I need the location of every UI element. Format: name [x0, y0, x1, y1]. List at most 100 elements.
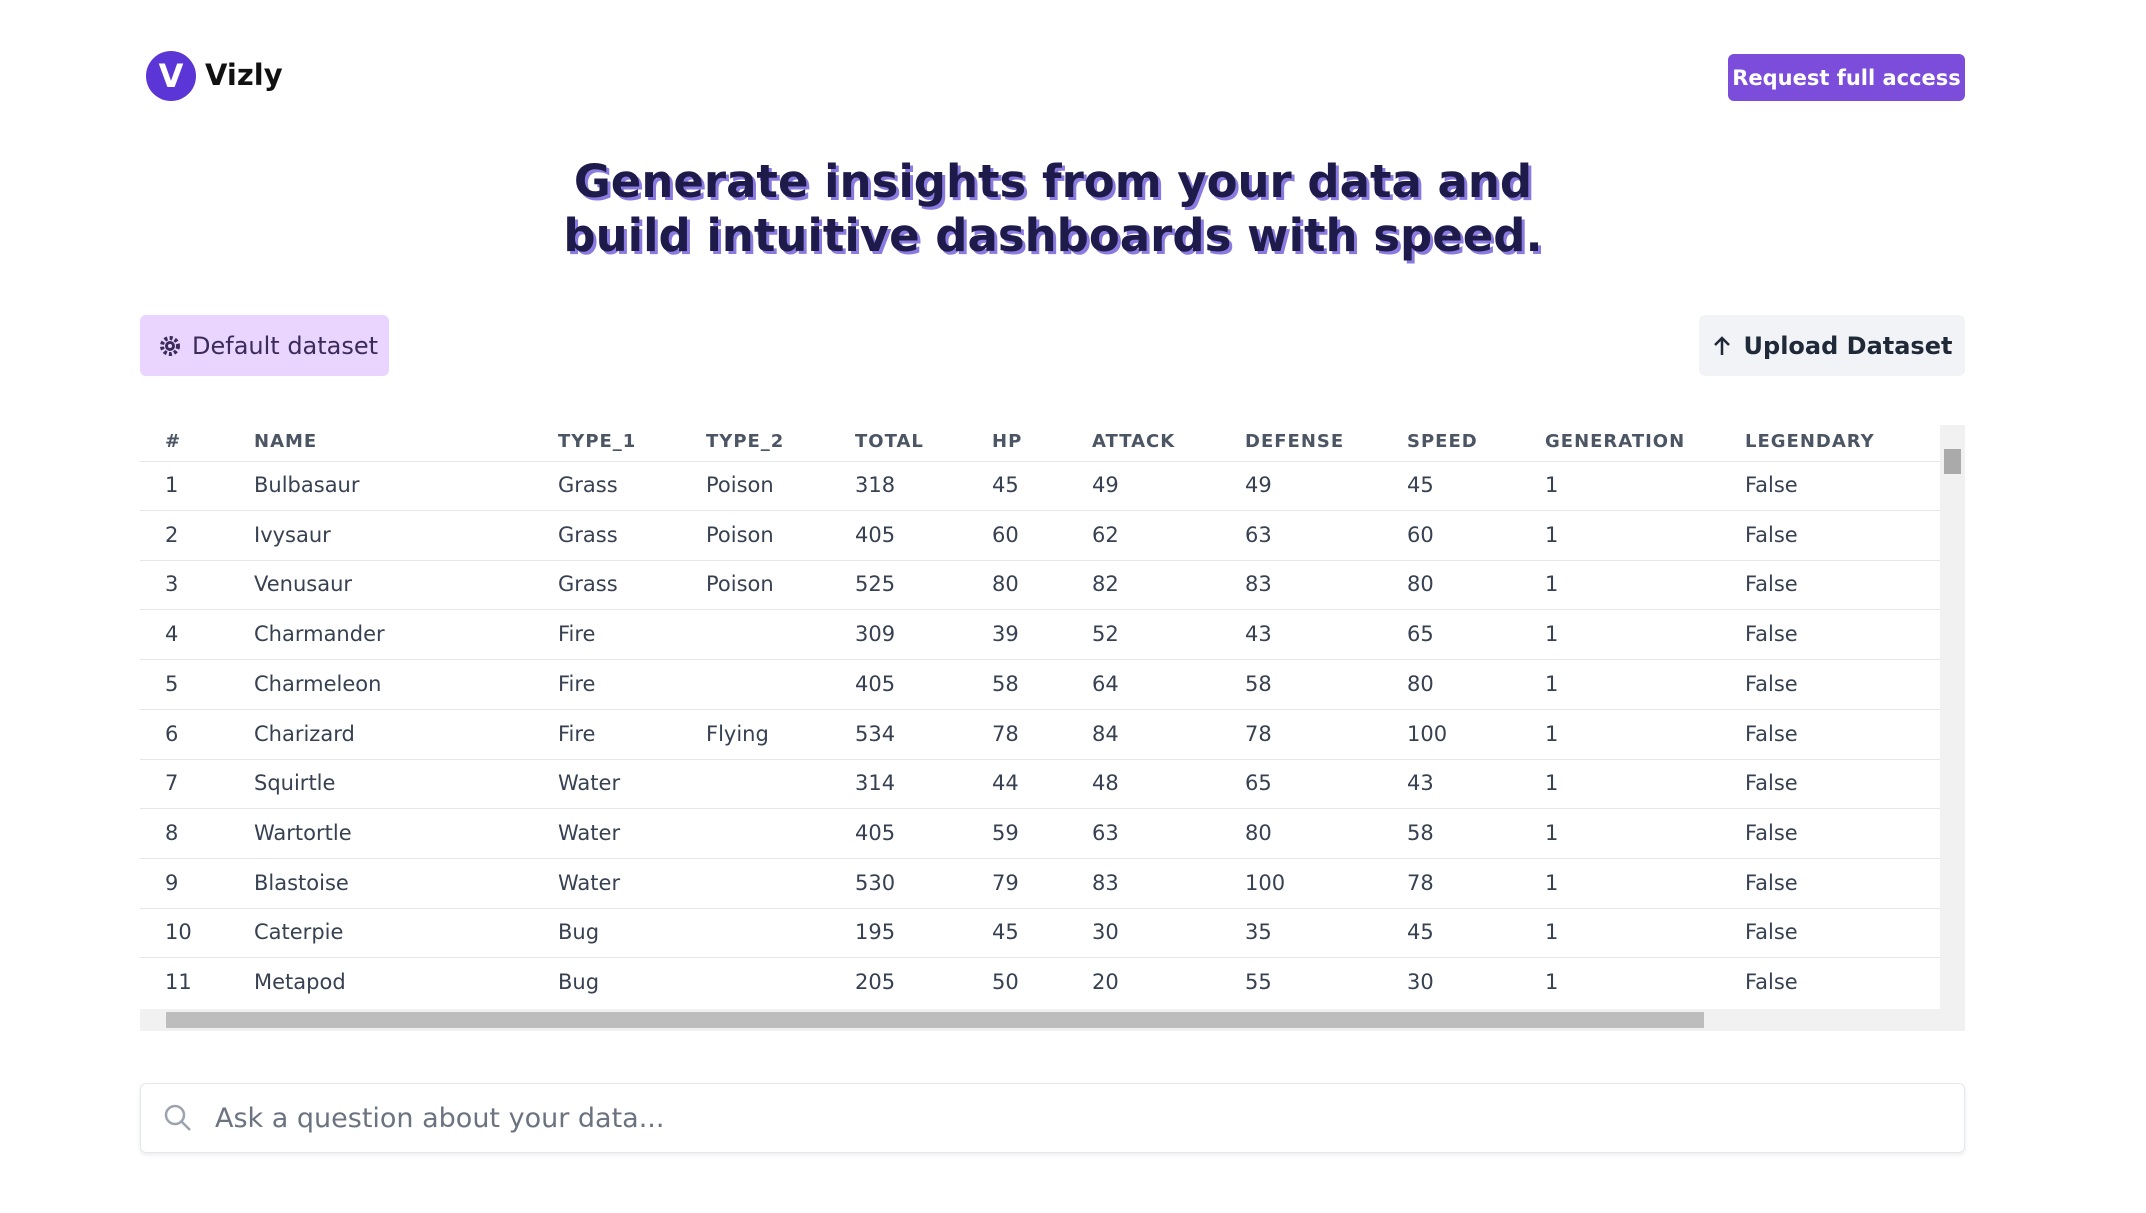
- table-cell: False: [1745, 522, 1798, 547]
- table-cell: False: [1745, 721, 1798, 746]
- row-divider: [140, 808, 1940, 810]
- table-cell: 84: [1092, 721, 1119, 746]
- upload-button[interactable]: Upload Dataset: [1699, 315, 1965, 376]
- table-cell: 55: [1245, 970, 1272, 994]
- row-divider: [140, 758, 1940, 760]
- row-divider: [140, 708, 1940, 710]
- table-cell: Caterpie: [254, 920, 344, 945]
- table-cell: Poison: [706, 572, 774, 597]
- search-box[interactable]: Ask a question about your data...: [140, 1083, 1965, 1153]
- table-cell: False: [1745, 920, 1798, 945]
- request-access-button[interactable]: Request full access: [1728, 54, 1965, 101]
- table-cell: 10: [165, 920, 192, 945]
- table-cell: Charmeleon: [254, 671, 382, 696]
- column-header: GENERATION: [1545, 431, 1686, 452]
- table-cell: False: [1745, 572, 1798, 597]
- table-cell: 45: [992, 920, 1019, 945]
- table-cell: 4: [165, 622, 179, 647]
- table-cell: 6: [165, 721, 179, 746]
- table-cell: 9: [165, 870, 179, 895]
- row-divider: [140, 659, 1940, 661]
- table-cell: 100: [1407, 721, 1448, 746]
- row-divider: [140, 957, 1940, 959]
- table-cell: 78: [992, 721, 1019, 746]
- logo[interactable]: V: [146, 51, 196, 101]
- table-cell: 48: [1092, 771, 1119, 796]
- column-header: #: [165, 431, 182, 452]
- label: Default dataset: [192, 331, 379, 360]
- table-cell: 7: [165, 771, 179, 796]
- table-cell: Ivysaur: [254, 522, 331, 547]
- arrow-icon: [1713, 335, 1730, 355]
- table-cell: 45: [992, 473, 1019, 497]
- table-cell: False: [1745, 870, 1798, 895]
- gear-icon: [160, 335, 180, 356]
- data-table: # NAME TYPE_1 TYPE_2 TOTAL HP ATTACK DEFENSE SPE…: [140, 425, 1940, 1009]
- table-cell: 52: [1092, 622, 1119, 647]
- headline: Generate insights from your data and: [573, 155, 1533, 208]
- table-cell: 45: [1407, 473, 1434, 497]
- table-cell: 1: [1545, 771, 1559, 796]
- vertical-scrollbar[interactable]: [1940, 425, 1965, 1031]
- table-cell: 20: [1092, 970, 1119, 994]
- table-cell: Fire: [558, 622, 596, 647]
- column-header: HP: [992, 431, 1023, 452]
- column-header: NAME: [254, 431, 318, 452]
- table-cell: 405: [855, 522, 896, 547]
- table-cell: 80: [1245, 820, 1272, 845]
- table-cell: 44: [992, 771, 1019, 796]
- table-cell: 1: [1545, 572, 1559, 597]
- table-cell: Bulbasaur: [254, 473, 360, 497]
- table-cell: Squirtle: [254, 771, 336, 796]
- table-cell: False: [1745, 970, 1798, 994]
- table-cell: 1: [1545, 820, 1559, 845]
- table-cell: 405: [855, 671, 896, 696]
- table-cell: Grass: [558, 522, 618, 547]
- table-cell: 30: [1407, 970, 1434, 994]
- table-cell: 82: [1092, 572, 1119, 597]
- horizontal-scrollbar[interactable]: [140, 1009, 1940, 1031]
- table-cell: 62: [1092, 522, 1119, 547]
- table-cell: 65: [1245, 771, 1272, 796]
- table-cell: 65: [1407, 622, 1434, 647]
- table-cell: 43: [1407, 771, 1434, 796]
- table-cell: 205: [855, 970, 896, 994]
- table-cell: Poison: [706, 473, 774, 497]
- row-divider: [140, 609, 1940, 611]
- table-cell: 1: [1545, 721, 1559, 746]
- column-header: ATTACK: [1092, 431, 1176, 452]
- table-cell: Charmander: [254, 622, 385, 647]
- row-divider: [140, 857, 1940, 859]
- column-header: TYPE_2: [706, 431, 785, 452]
- table-cell: 30: [1092, 920, 1119, 945]
- table-cell: 5: [165, 671, 179, 696]
- table-cell: 3: [165, 572, 179, 597]
- table-cell: False: [1745, 473, 1798, 497]
- table-cell: False: [1745, 671, 1798, 696]
- table-cell: 60: [992, 522, 1019, 547]
- row-divider: [140, 461, 1940, 462]
- table-cell: 534: [855, 721, 896, 746]
- search-icon: [164, 1104, 191, 1131]
- table-cell: Grass: [558, 572, 618, 597]
- column-header: SPEED: [1407, 431, 1478, 452]
- table-cell: 49: [1092, 473, 1119, 497]
- table-cell: 43: [1245, 622, 1272, 647]
- row-divider: [140, 510, 1940, 511]
- row-divider: [140, 559, 1940, 561]
- table-cell: 83: [1245, 572, 1272, 597]
- table-cell: 318: [855, 473, 896, 497]
- table-cell: False: [1745, 771, 1798, 796]
- placeholder: Ask a question about your data...: [215, 1102, 665, 1134]
- table-cell: 63: [1245, 522, 1272, 547]
- table-cell: 314: [855, 771, 896, 796]
- table-cell: 1: [1545, 473, 1559, 497]
- table-cell: 309: [855, 622, 896, 647]
- table-cell: 8: [165, 820, 179, 845]
- default-dataset-button[interactable]: Default dataset: [140, 315, 389, 376]
- table-cell: Water: [558, 771, 621, 796]
- table-cell: 80: [1407, 572, 1434, 597]
- table-cell: 59: [992, 820, 1019, 845]
- table-cell: Venusaur: [254, 572, 353, 597]
